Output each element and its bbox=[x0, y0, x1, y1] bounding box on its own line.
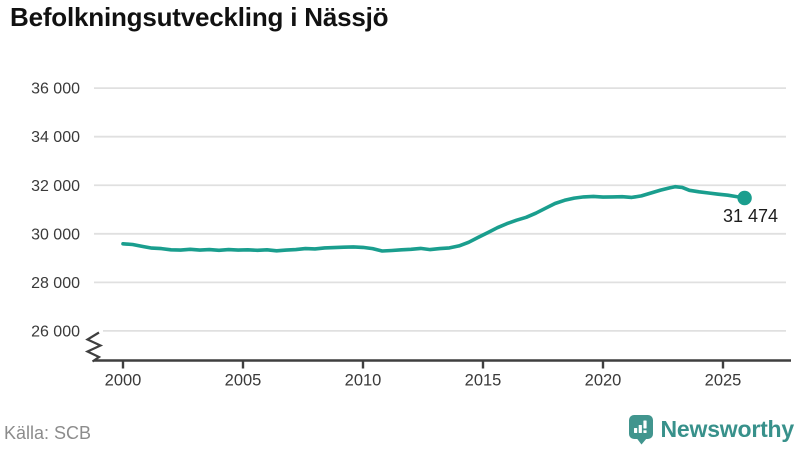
newsworthy-wordmark: Newsworthy bbox=[660, 416, 795, 442]
chart-title: Befolkningsutveckling i Nässjö bbox=[10, 2, 389, 32]
y-axis-label: 30 000 bbox=[31, 226, 80, 243]
source-note: Källa: SCB bbox=[4, 423, 92, 443]
y-axis-label: 34 000 bbox=[31, 129, 80, 146]
population-line bbox=[121, 184, 747, 253]
x-axis-labels: 2000 2005 2010 2015 2020 2025 bbox=[105, 372, 742, 390]
x-axis-label: 2010 bbox=[345, 372, 382, 390]
y-axis-labels: 36 000 34 000 32 000 30 000 28 000 26 000 bbox=[31, 81, 80, 341]
newsworthy-brand: Newsworthy bbox=[628, 414, 794, 445]
y-axis-label: 32 000 bbox=[31, 178, 80, 195]
gridlines bbox=[94, 87, 786, 332]
latest-value-label: 31 474 bbox=[723, 206, 778, 226]
newsworthy-logo-icon bbox=[628, 415, 653, 445]
axis-break-icon bbox=[84, 331, 104, 363]
y-axis-label: 36 000 bbox=[31, 81, 80, 98]
y-axis-label: 26 000 bbox=[31, 323, 80, 340]
x-axis-ticks bbox=[121, 361, 725, 369]
x-axis-label: 2020 bbox=[585, 372, 622, 390]
population-line-chart: 36 000 34 000 32 000 30 000 28 000 26 000 200… bbox=[31, 81, 791, 390]
y-axis-label: 28 000 bbox=[31, 275, 80, 292]
x-axis-label: 2015 bbox=[465, 372, 502, 390]
x-axis-label: 2000 bbox=[105, 372, 142, 390]
latest-value-dot bbox=[737, 190, 752, 206]
x-axis-label: 2025 bbox=[705, 372, 742, 390]
x-axis-label: 2005 bbox=[225, 372, 262, 390]
